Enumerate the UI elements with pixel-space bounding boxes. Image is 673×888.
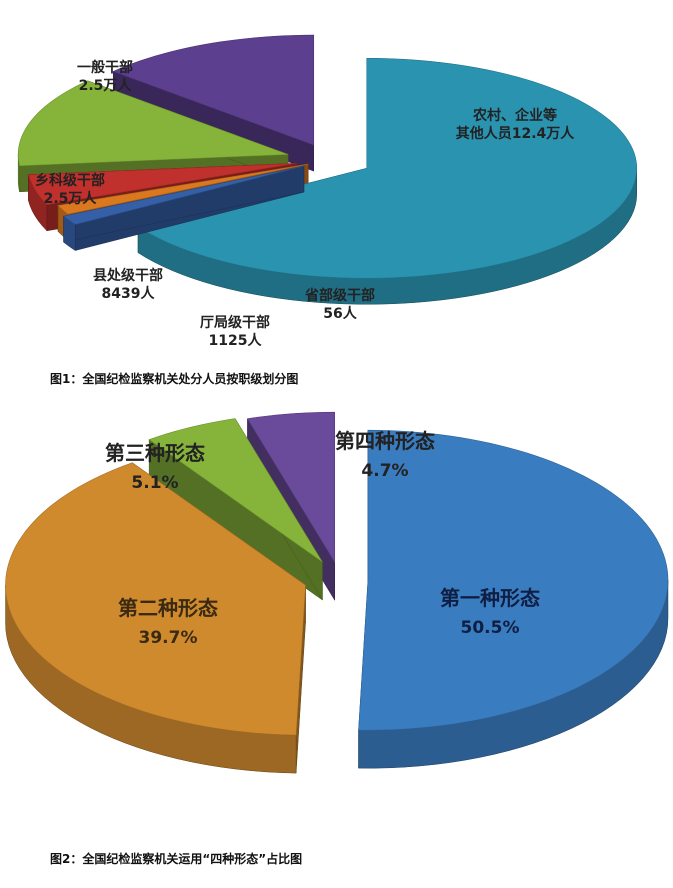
slice-value-1-5: 2.5万人 <box>79 77 133 94</box>
slice-label-2-0: 第一种形态 <box>440 586 540 610</box>
figure-2: 第一种形态 50.5% 第二种形态 39.7% 第三种形态 5.1% 第四种形态 4.7% 图… <box>0 400 673 888</box>
slice-label-1-2: 厅局级干部 <box>200 314 270 331</box>
slice-label-2-1: 第二种形态 <box>118 596 218 620</box>
slice-value-1-3: 8439人 <box>102 285 156 302</box>
slice-label-1-3: 县处级干部 <box>93 267 163 284</box>
slice-label-2-2: 第三种形态 <box>105 441 205 465</box>
slice-value-2-3: 4.7% <box>361 461 408 481</box>
slice-label-1-0: 农村、企业等 <box>472 107 557 124</box>
slice-label-1-5: 一般干部 <box>77 59 133 76</box>
slice-value-2-2: 5.1% <box>131 473 178 493</box>
slice-label-2-3: 第四种形态 <box>335 429 435 453</box>
slice-value-1-2: 1125人 <box>209 332 263 349</box>
slice-value-2-1: 39.7% <box>139 628 198 648</box>
pie-slice-2-0 <box>358 429 669 769</box>
slice-value-1-4: 2.5万人 <box>44 190 98 207</box>
slice-value-1-1: 56人 <box>323 305 357 322</box>
pie-slice-2-2 <box>148 417 323 601</box>
slice-label-1-1: 省部级干部 <box>304 287 375 304</box>
caption-2: 图2：全国纪检监察机关运用“四种形态”占比图 <box>50 852 303 866</box>
slice-value-2-0: 50.5% <box>461 618 520 638</box>
caption-1: 图1：全国纪检监察机关处分人员按职级划分图 <box>50 372 299 386</box>
pie-slice-1-0 <box>137 57 638 305</box>
pie-slice-2-1 <box>5 462 306 774</box>
pie-chart-2: 第一种形态 50.5% 第二种形态 39.7% 第三种形态 5.1% 第四种形态 4.7% <box>5 411 669 774</box>
pie-slice-1-1 <box>62 165 305 251</box>
slice-value-1-0: 其他人员12.4万人 <box>456 125 576 142</box>
slice-label-1-4: 乡科级干部 <box>35 172 105 189</box>
figure-1: 农村、企业等 其他人员12.4万人省部级干部 56人厅局级干部 1125人 县处级干部 8… <box>0 0 673 400</box>
